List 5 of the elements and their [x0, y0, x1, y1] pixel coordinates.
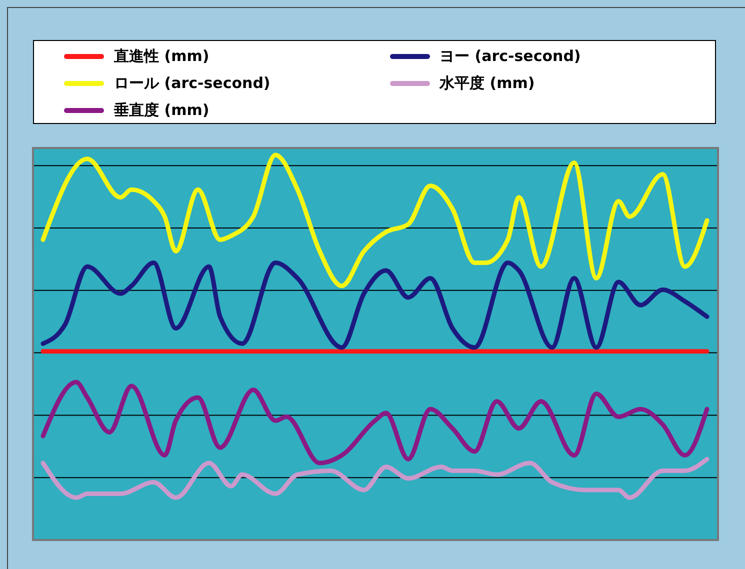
- legend-label: ヨー (arc-second): [440, 46, 581, 66]
- legend-label: ロール (arc-second): [114, 74, 270, 92]
- legend-label: 垂直度 (mm): [114, 100, 210, 120]
- legend-label: 直進性 (mm): [114, 46, 210, 66]
- legend-label: 水平度 (mm): [440, 74, 535, 92]
